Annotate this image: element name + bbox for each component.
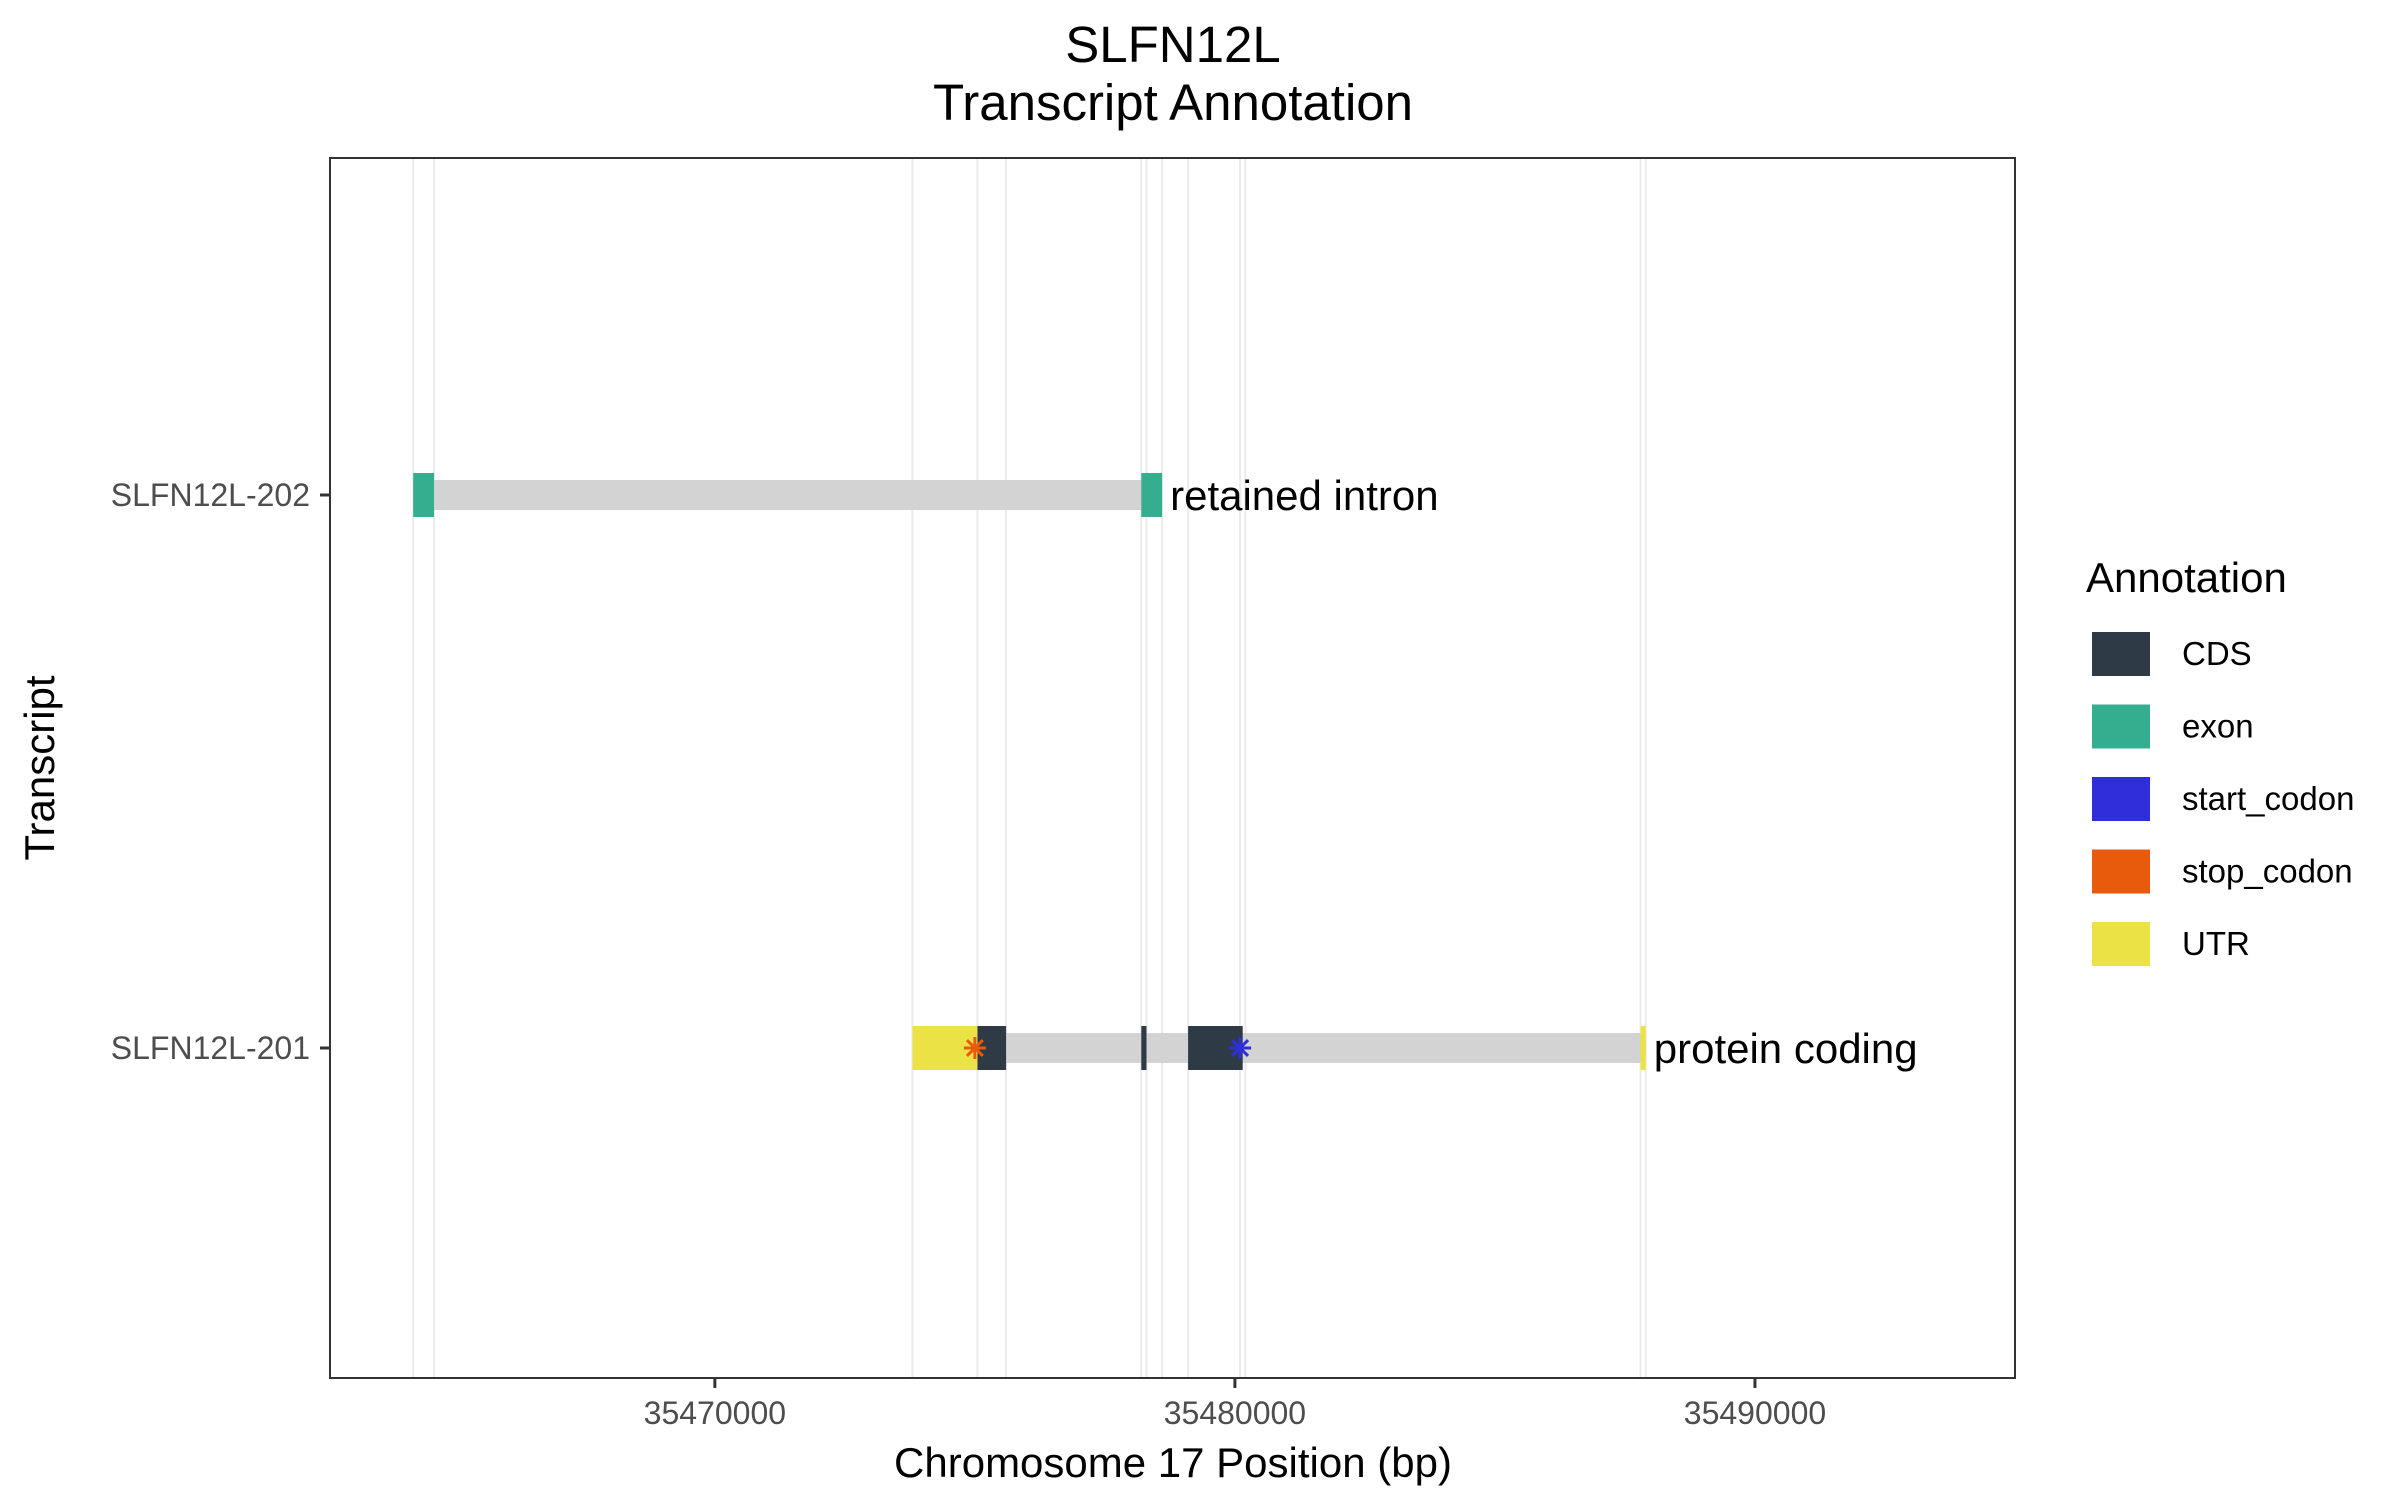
cds-block: [1141, 1026, 1147, 1070]
intron-line: [413, 480, 1163, 510]
legend-key-start-codon: [2092, 777, 2150, 821]
exon-block: [1141, 473, 1163, 517]
legend-label: start_codon: [2182, 780, 2354, 817]
legend-label: UTR: [2182, 925, 2250, 962]
x-axis: 35470000 35480000 35490000: [644, 1378, 1826, 1431]
legend-label: CDS: [2182, 635, 2252, 672]
exon-block: [413, 473, 435, 517]
biotype-label: protein coding: [1654, 1025, 1918, 1072]
legend-label: stop_codon: [2182, 853, 2353, 890]
legend-key-exon: [2092, 704, 2150, 749]
x-tick-label: 35470000: [644, 1395, 786, 1431]
y-axis: SLFN12L-202 SLFN12L-201: [111, 477, 330, 1066]
x-tick-label: 35480000: [1164, 1395, 1306, 1431]
x-tick-label: 35490000: [1684, 1395, 1826, 1431]
legend-key-cds: [2092, 632, 2150, 676]
legend-label: exon: [2182, 708, 2254, 745]
plot-panel-border: [329, 157, 2016, 1379]
y-tick-label: SLFN12L-201: [111, 1030, 310, 1066]
gridlines: [412, 158, 1647, 1378]
legend: Annotation CDS exon start_codon stop_codon U…: [2086, 554, 2354, 966]
y-axis-title: Transcript: [16, 675, 63, 860]
legend-key-stop-codon: [2092, 849, 2150, 894]
utr-block: [1640, 1026, 1646, 1070]
chart-subtitle: Transcript Annotation: [933, 74, 1413, 131]
biotype-label: retained intron: [1170, 472, 1439, 519]
x-axis-title: Chromosome 17 Position (bp): [894, 1439, 1452, 1486]
start-codon-marker: [1229, 1037, 1252, 1059]
intron-line: [912, 1033, 1646, 1063]
chart-title: SLFN12L: [1065, 16, 1280, 73]
y-tick-label: SLFN12L-202: [111, 477, 310, 513]
stop-codon-marker: [963, 1037, 986, 1059]
legend-key-utr: [2092, 922, 2150, 966]
legend-title: Annotation: [2086, 554, 2287, 601]
transcript-tracks: retained intron protein coding: [413, 472, 1918, 1072]
